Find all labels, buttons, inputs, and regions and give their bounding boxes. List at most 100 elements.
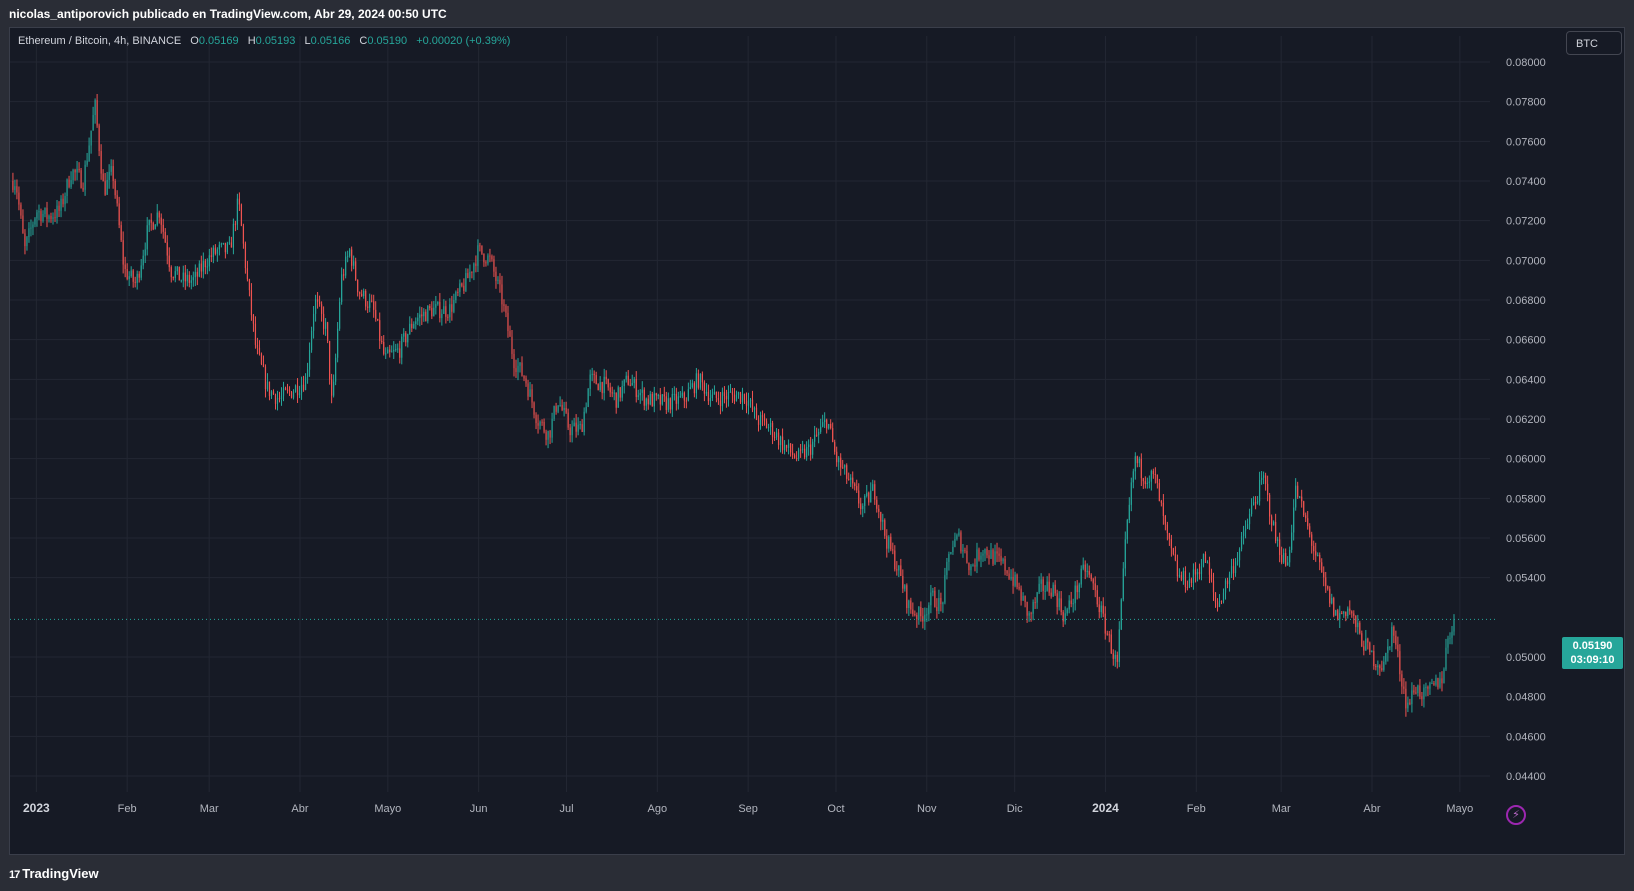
candle-body	[152, 222, 154, 230]
candle-body	[631, 382, 633, 386]
candle-body	[996, 551, 998, 554]
candle-body	[691, 383, 693, 388]
candle-body	[1088, 570, 1090, 575]
candle-body	[196, 271, 198, 277]
candle-body	[1054, 584, 1056, 594]
candle-body	[130, 270, 132, 277]
price-chart[interactable]: 0.08000 0.07800 0.07600 0.07400 0.07200 0.070…	[10, 28, 1624, 854]
candle-body	[1048, 581, 1050, 593]
y-tick-label: 0.07800	[1506, 97, 1546, 109]
candle-body	[627, 375, 629, 385]
candle-body	[874, 484, 876, 500]
candle-body	[741, 394, 744, 403]
candle-body	[1299, 496, 1301, 498]
candle-body	[1118, 629, 1120, 662]
candle-body	[186, 274, 188, 282]
candle-body	[816, 434, 818, 436]
candle-body	[1273, 521, 1275, 526]
candle-body	[1317, 554, 1319, 556]
candle-body	[988, 555, 990, 559]
candle-body	[1277, 539, 1279, 541]
candle-body	[56, 205, 58, 218]
currency-button[interactable]: BTC	[1566, 31, 1622, 55]
candle-body	[1417, 685, 1419, 694]
candle-body	[699, 373, 701, 388]
candle-body	[880, 511, 882, 522]
candle-body	[1026, 601, 1028, 616]
candle-body	[1399, 651, 1401, 675]
candle-body	[1256, 501, 1259, 503]
candle-body	[190, 280, 192, 283]
x-tick-label: Nov	[917, 803, 937, 815]
candle-body	[32, 224, 34, 228]
candle-body	[834, 442, 836, 452]
symbol-title[interactable]: Ethereum / Bitcoin, 4h, BINANCE	[18, 35, 182, 47]
candle-body	[1230, 566, 1233, 575]
candle-body	[64, 196, 66, 205]
candle-body	[457, 291, 459, 293]
candle-body	[1068, 600, 1070, 610]
lightning-icon[interactable]: ⚡	[1506, 805, 1526, 825]
candle-body	[393, 349, 395, 352]
tradingview-logo[interactable]: 17 TradingView	[9, 866, 99, 881]
candle-body	[625, 375, 627, 380]
candle-body	[94, 100, 96, 116]
candle-body	[812, 441, 814, 455]
candle-body	[938, 597, 940, 612]
candle-body	[1046, 581, 1048, 591]
candle-body	[810, 444, 812, 455]
candle-body	[886, 535, 888, 549]
candle-body	[519, 362, 521, 366]
candle-body	[1172, 548, 1175, 555]
candle-body	[890, 536, 892, 550]
candle-body	[872, 484, 874, 491]
candle-body	[671, 393, 673, 410]
candle-body	[451, 304, 453, 312]
candle-body	[773, 436, 776, 438]
candle-body	[1154, 473, 1156, 475]
candle-body	[791, 452, 794, 456]
candle-body	[944, 575, 946, 603]
candle-body	[363, 290, 365, 297]
candle-body	[621, 386, 623, 398]
candle-body	[535, 414, 537, 424]
candle-body	[731, 391, 734, 395]
y-tick-label: 0.05400	[1506, 573, 1546, 585]
candle-body	[182, 272, 184, 281]
candle-body	[254, 323, 257, 345]
y-tick-label: 0.06400	[1506, 374, 1546, 386]
candle-body	[685, 400, 687, 402]
y-tick-label: 0.06800	[1506, 295, 1546, 307]
candle-body	[1321, 562, 1323, 573]
candle-body	[1335, 610, 1337, 616]
candle-body	[930, 592, 932, 606]
candle-body	[335, 357, 337, 382]
candle-body	[310, 330, 313, 351]
candle-body	[1212, 580, 1215, 593]
candle-body	[499, 279, 501, 285]
candle-body	[709, 398, 712, 402]
candle-body	[515, 368, 517, 372]
candle-body	[242, 225, 245, 244]
candle-body	[1196, 572, 1199, 575]
candle-body	[441, 313, 443, 319]
candle-body	[844, 465, 846, 468]
candle-body	[1254, 502, 1257, 504]
candle-body	[192, 277, 194, 281]
candle-body	[1427, 686, 1429, 689]
candle-body	[1260, 477, 1263, 481]
candle-body	[1062, 612, 1064, 622]
candle-body	[579, 424, 581, 426]
candle-body	[511, 336, 513, 355]
candle-body	[274, 394, 277, 404]
candle-body	[956, 535, 958, 540]
candle-body	[601, 382, 603, 394]
candle-body	[443, 306, 445, 314]
candle-body	[1206, 562, 1209, 564]
candle-body	[403, 333, 405, 337]
candle-body	[800, 449, 802, 451]
candle-body	[1391, 626, 1393, 647]
candle-body	[1373, 651, 1375, 667]
candle-body	[954, 539, 956, 547]
candle-body	[60, 198, 62, 211]
